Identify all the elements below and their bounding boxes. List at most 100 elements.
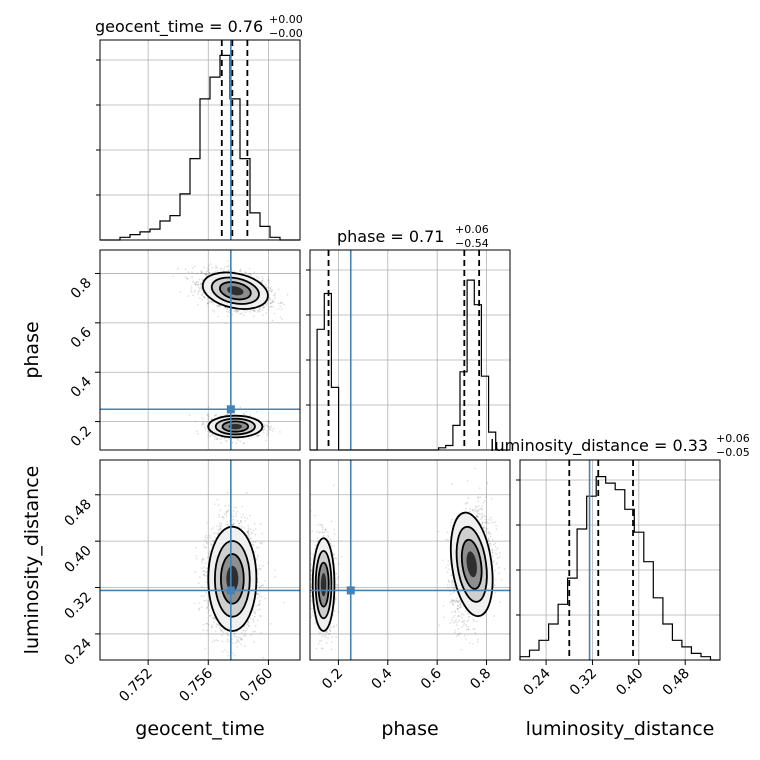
sample-point	[205, 575, 208, 577]
sample-point	[201, 270, 203, 273]
sample-point	[263, 423, 265, 426]
sample-point	[271, 430, 274, 432]
sample-point	[257, 309, 260, 312]
sample-point	[266, 434, 269, 437]
sample-point	[195, 430, 198, 433]
sample-point	[211, 300, 214, 303]
sample-point	[184, 268, 187, 271]
sample-point	[244, 311, 247, 314]
sample-point	[267, 432, 270, 434]
sample-point	[211, 616, 214, 619]
sample-point	[191, 271, 193, 274]
sample-point	[194, 289, 197, 292]
sample-point	[206, 267, 209, 270]
sample-point	[254, 528, 257, 530]
sample-point	[235, 442, 238, 445]
sample-point	[217, 315, 220, 318]
sample-point	[205, 273, 207, 276]
sample-point	[207, 434, 210, 437]
sample-point	[263, 431, 265, 434]
sample-point	[255, 410, 258, 413]
sample-point	[235, 512, 238, 515]
sample-point	[226, 308, 228, 311]
sample-point	[283, 303, 286, 306]
sample-point	[204, 536, 207, 538]
sample-point	[240, 312, 243, 315]
sample-point	[191, 280, 194, 283]
sample-point	[208, 264, 210, 267]
sample-point	[226, 491, 229, 494]
sample-point	[208, 301, 211, 303]
sample-point	[279, 431, 281, 433]
sample-point	[195, 555, 198, 557]
sample-point	[214, 271, 217, 273]
sample-point	[210, 300, 212, 303]
sample-point	[239, 312, 242, 315]
sample-point	[250, 274, 252, 276]
sample-point	[228, 504, 230, 507]
sample-point	[221, 630, 223, 633]
sample-point	[259, 599, 261, 602]
sample-point	[227, 523, 230, 526]
sample-point	[283, 601, 285, 604]
sample-point	[196, 304, 199, 306]
sample-point	[201, 293, 204, 296]
sample-point	[191, 267, 194, 269]
sample-point	[205, 581, 208, 583]
sample-point	[200, 595, 203, 598]
sample-point	[216, 498, 219, 501]
sample-point	[261, 279, 264, 282]
sample-point	[240, 521, 243, 524]
sample-point	[259, 608, 261, 610]
sample-point	[267, 562, 270, 564]
sample-point	[280, 301, 283, 304]
sample-point	[253, 310, 256, 312]
sample-point	[253, 641, 256, 643]
sample-point	[209, 536, 212, 539]
sample-point	[205, 275, 208, 277]
sample-point	[206, 556, 209, 559]
sample-point	[265, 304, 268, 307]
sample-point	[256, 276, 259, 278]
sample-point	[258, 614, 261, 617]
sample-point	[209, 263, 212, 265]
sample-point	[256, 608, 259, 611]
sample-point	[254, 541, 257, 543]
sample-point	[221, 650, 224, 653]
sample-point	[194, 420, 197, 423]
sample-point	[249, 272, 252, 275]
sample-point	[239, 440, 242, 443]
sample-point	[273, 300, 275, 303]
sample-point	[210, 301, 213, 303]
sample-point	[259, 310, 261, 313]
sample-point	[214, 414, 217, 417]
sample-point	[272, 427, 275, 430]
sample-point	[233, 270, 236, 272]
sample-point	[260, 595, 263, 598]
sample-point	[206, 298, 209, 301]
sample-point	[227, 265, 230, 267]
sample-point	[206, 629, 209, 632]
sample-point	[234, 309, 237, 311]
sample-point	[224, 266, 226, 268]
sample-point	[206, 522, 208, 524]
sample-point	[205, 546, 207, 549]
sample-point	[265, 312, 268, 314]
sample-point	[236, 520, 239, 522]
sample-point	[270, 290, 273, 292]
sample-point	[244, 520, 247, 522]
sample-point	[260, 279, 263, 282]
sample-point	[253, 309, 256, 311]
sample-point	[205, 272, 208, 275]
sample-point	[258, 595, 261, 597]
sample-point	[213, 503, 216, 506]
sample-point	[210, 543, 212, 545]
sample-point	[273, 294, 275, 296]
sample-point	[269, 622, 272, 625]
sample-point	[253, 271, 256, 274]
sample-point	[190, 290, 193, 293]
sample-point	[251, 543, 254, 546]
sample-point	[216, 304, 218, 307]
sample-point	[208, 271, 211, 274]
